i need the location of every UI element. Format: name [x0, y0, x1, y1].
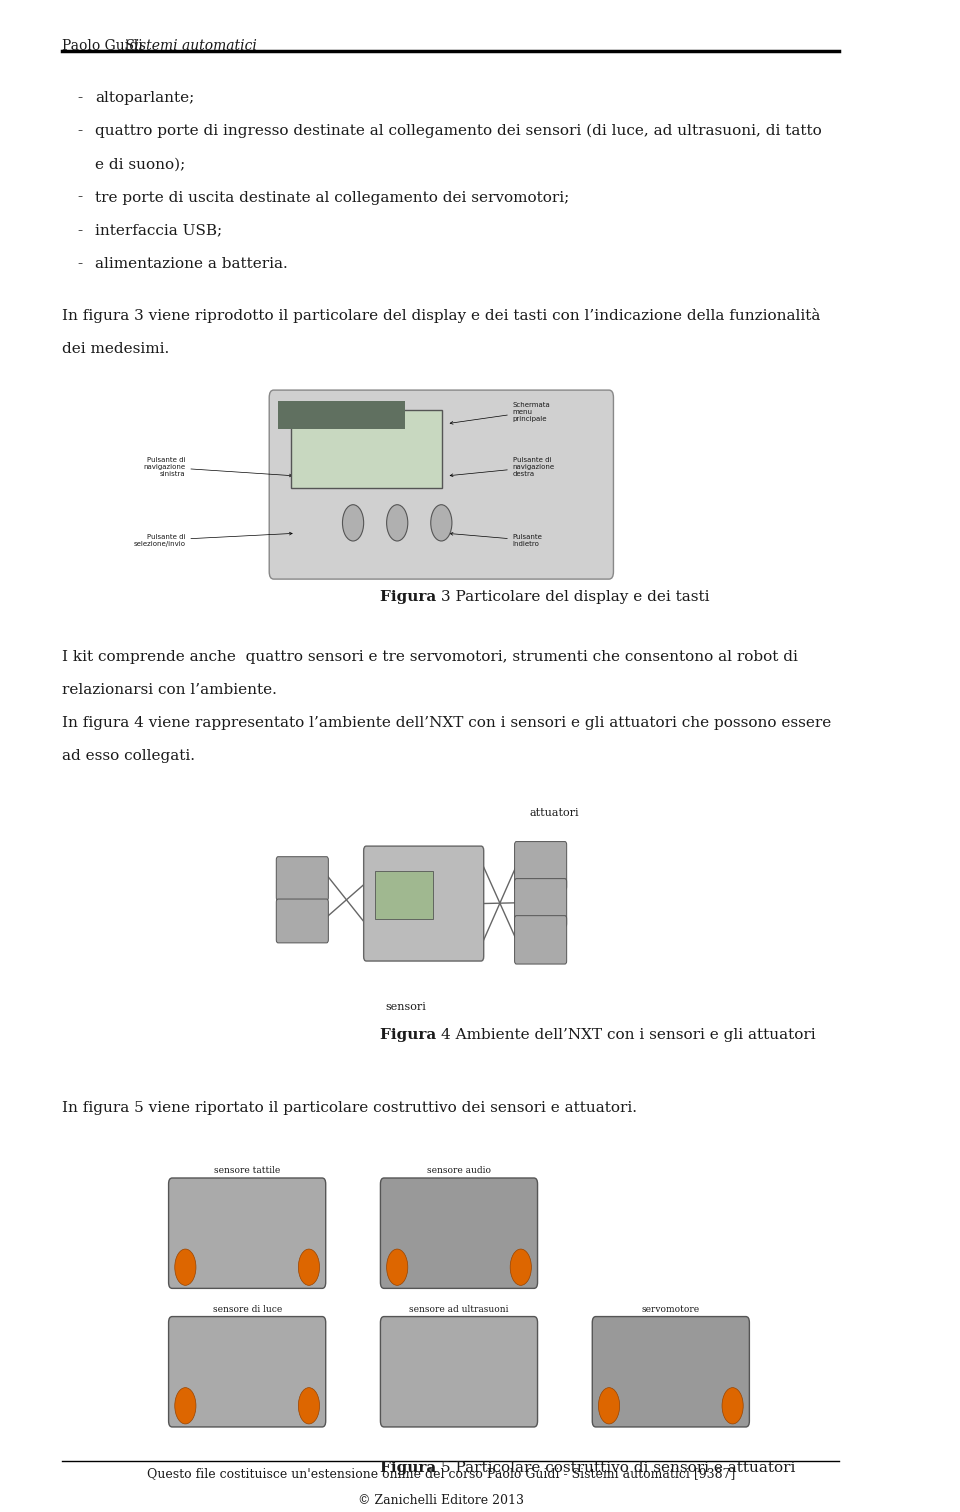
FancyBboxPatch shape	[276, 900, 328, 943]
Text: Figura: Figura	[380, 1028, 442, 1042]
Text: 4 Ambiente dell’NXT con i sensori e gli attuatori: 4 Ambiente dell’NXT con i sensori e gli …	[442, 1028, 816, 1042]
Bar	[278, 401, 405, 429]
Text: Figura: Figura	[380, 590, 442, 603]
Text: -: -	[78, 191, 83, 204]
Text: -: -	[78, 124, 83, 138]
FancyBboxPatch shape	[269, 390, 613, 579]
Text: 3 Particolare del display e dei tasti: 3 Particolare del display e dei tasti	[442, 590, 709, 603]
Text: relazionarsi con l’ambiente.: relazionarsi con l’ambiente.	[61, 683, 276, 697]
Text: Sistemi automatici: Sistemi automatici	[126, 39, 257, 53]
Text: In figura 4 viene rappresentato l’ambiente dell’NXT con i sensori e gli attuator: In figura 4 viene rappresentato l’ambien…	[61, 717, 831, 730]
Text: e di suono);: e di suono);	[95, 157, 185, 171]
FancyBboxPatch shape	[592, 1317, 750, 1427]
Text: Paolo Guidi: Paolo Guidi	[61, 39, 147, 53]
Text: sensore audio: sensore audio	[427, 1166, 491, 1175]
Circle shape	[387, 1249, 408, 1285]
Text: In figura 3 viene riprodotto il particolare del display e dei tasti con l’indica: In figura 3 viene riprodotto il particol…	[61, 308, 820, 324]
Text: -: -	[78, 257, 83, 271]
Text: In figura 5 viene riportato il particolare costruttivo dei sensori e attuatori.: In figura 5 viene riportato il particola…	[61, 1101, 636, 1114]
FancyBboxPatch shape	[276, 857, 328, 901]
Bar	[291, 410, 443, 488]
Circle shape	[722, 1388, 743, 1424]
Circle shape	[299, 1249, 320, 1285]
Text: tre porte di uscita destinate al collegamento dei servomotori;: tre porte di uscita destinate al collega…	[95, 191, 569, 204]
Circle shape	[175, 1388, 196, 1424]
Text: interfaccia USB;: interfaccia USB;	[95, 224, 223, 237]
FancyBboxPatch shape	[380, 1178, 538, 1288]
Text: I kit comprende anche  quattro sensori e tre servomotori, strumenti che consento: I kit comprende anche quattro sensori e …	[61, 650, 798, 664]
Text: alimentazione a batteria.: alimentazione a batteria.	[95, 257, 288, 271]
Text: Pulsante di
navigazione
sinistra: Pulsante di navigazione sinistra	[143, 457, 292, 478]
Circle shape	[431, 505, 452, 541]
Circle shape	[387, 505, 408, 541]
Circle shape	[175, 1249, 196, 1285]
Text: ad esso collegati.: ad esso collegati.	[61, 750, 195, 764]
Text: sensori: sensori	[386, 1002, 426, 1012]
Circle shape	[598, 1388, 619, 1424]
Text: sensore di luce: sensore di luce	[212, 1305, 282, 1314]
Text: Questo file costituisce un'estensione online del corso Paolo Guidi - Sistemi aut: Questo file costituisce un'estensione on…	[147, 1467, 735, 1480]
Text: sensore tattile: sensore tattile	[214, 1166, 280, 1175]
FancyBboxPatch shape	[169, 1317, 325, 1427]
Text: -: -	[78, 224, 83, 237]
Text: servomotore: servomotore	[642, 1305, 700, 1314]
Text: Figura: Figura	[380, 1461, 442, 1474]
Circle shape	[343, 505, 364, 541]
FancyBboxPatch shape	[169, 1178, 325, 1288]
Text: 5 Particolare costruttivo di sensori e attuatori: 5 Particolare costruttivo di sensori e a…	[442, 1461, 796, 1474]
FancyBboxPatch shape	[515, 842, 566, 891]
Text: Pulsante di
navigazione
destra: Pulsante di navigazione destra	[450, 457, 555, 478]
Text: sensore ad ultrasuoni: sensore ad ultrasuoni	[409, 1305, 509, 1314]
Bar	[375, 871, 433, 919]
Text: Pulsante di
selezione/invio: Pulsante di selezione/invio	[133, 532, 292, 547]
FancyBboxPatch shape	[364, 847, 484, 962]
FancyBboxPatch shape	[515, 878, 566, 927]
Circle shape	[510, 1249, 532, 1285]
Circle shape	[299, 1388, 320, 1424]
Text: attuatori: attuatori	[530, 809, 579, 818]
Text: Schermata
menu
principale: Schermata menu principale	[450, 402, 551, 425]
Text: Pulsante
Indietro: Pulsante Indietro	[450, 532, 542, 547]
FancyBboxPatch shape	[515, 916, 566, 965]
FancyBboxPatch shape	[380, 1317, 538, 1427]
Text: altoparlante;: altoparlante;	[95, 91, 195, 104]
Text: -: -	[78, 91, 83, 104]
Text: dei medesimi.: dei medesimi.	[61, 342, 169, 355]
Text: quattro porte di ingresso destinate al collegamento dei sensori (di luce, ad ult: quattro porte di ingresso destinate al c…	[95, 124, 822, 139]
Text: © Zanichelli Editore 2013: © Zanichelli Editore 2013	[358, 1494, 524, 1507]
